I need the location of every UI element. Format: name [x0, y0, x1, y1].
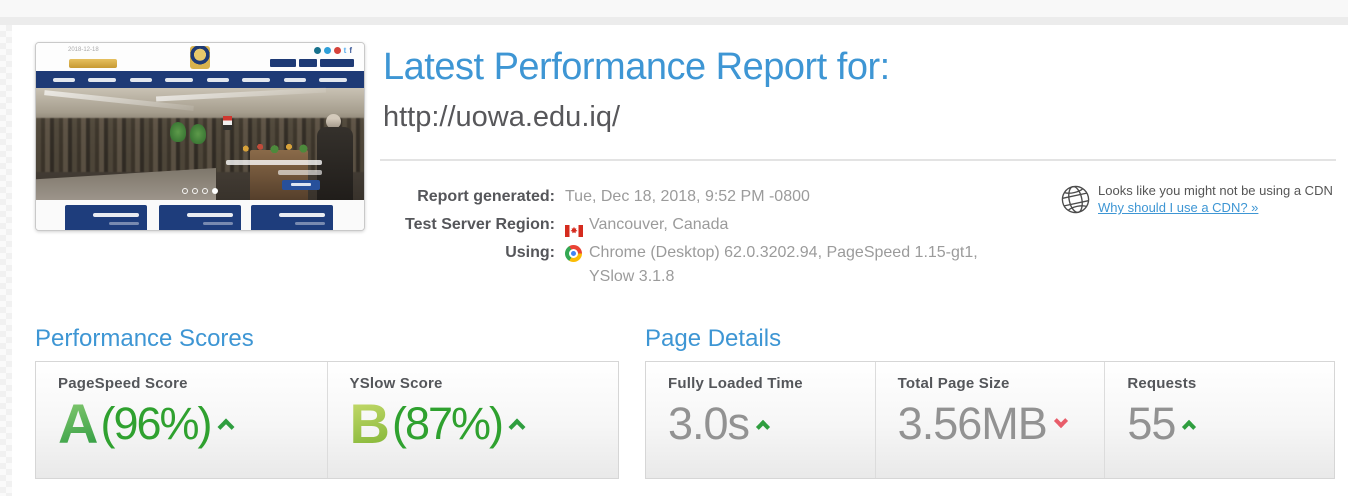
thumb-speaker [326, 114, 342, 129]
thumb-link-tile [251, 205, 333, 230]
pagespeed-score-label: PageSpeed Score [58, 375, 188, 392]
yslow-grade: B [349, 392, 390, 455]
cdn-why-link[interactable]: Why should I use a CDN? » [1098, 200, 1259, 215]
thumb-podium [250, 150, 309, 200]
report-generated-value: Tue, Dec 18, 2018, 9:52 PM -0800 [565, 188, 810, 205]
thumb-social-icons: t f [313, 46, 352, 55]
fully-loaded-time-value: 3.0s [668, 398, 750, 449]
trend-up-icon [755, 419, 771, 434]
chrome-icon [565, 245, 582, 262]
twitter-icon: t [343, 46, 347, 55]
thumb-wreath [170, 122, 187, 142]
report-url: http://uowa.edu.iq/ [383, 101, 620, 133]
thumb-flag [222, 116, 232, 130]
thumb-header: 2018-12-18 t f [36, 43, 364, 71]
report-generated-label: Report generated: [417, 188, 555, 205]
fully-loaded-time-card: Fully Loaded Time 3.0s [646, 362, 875, 478]
using-label: Using: [505, 244, 555, 261]
social-circle-icon [333, 47, 341, 54]
performance-scores-panel: PageSpeed Score A (96%) YSlow Score B (8… [35, 361, 619, 479]
thumb-link-tile [159, 205, 241, 230]
region-text: Vancouver, Canada [589, 216, 729, 233]
pagespeed-score-card: PageSpeed Score A (96%) [36, 362, 327, 478]
yslow-score-label: YSlow Score [349, 375, 443, 392]
performance-scores-heading: Performance Scores [35, 325, 254, 352]
header-divider [380, 159, 1336, 161]
thumb-carousel-dots [182, 188, 218, 194]
total-page-size-card: Total Page Size 3.56MB [874, 362, 1105, 478]
yslow-percent: (87%) [391, 398, 504, 450]
thumb-bottom-strip [36, 200, 364, 230]
facebook-icon: f [349, 46, 352, 55]
pagespeed-grade: A [58, 392, 99, 455]
total-page-size-value: 3.56MB [897, 398, 1048, 449]
social-circle-icon [323, 47, 331, 54]
thumb-floor [36, 168, 217, 200]
trend-up-icon [217, 418, 234, 436]
meta-row-generated: Report generated: Tue, Dec 18, 2018, 9:5… [383, 183, 997, 211]
thumb-gold-button [69, 59, 117, 68]
thumb-wreath [190, 124, 207, 144]
cdn-notice-text: Looks like you might not be using a CDN [1098, 183, 1333, 198]
thumb-caption-line [226, 160, 322, 165]
trend-up-icon [1182, 419, 1197, 434]
fully-loaded-time-label: Fully Loaded Time [668, 375, 803, 392]
cdn-notice: Looks like you might not be using a CDN … [1060, 182, 1345, 216]
thumb-link-tile [65, 205, 147, 230]
using-text: Chrome (Desktop) 62.0.3202.94, PageSpeed… [589, 244, 978, 285]
pagespeed-percent: (96%) [100, 398, 212, 450]
meta-row-using: Using: Chrome (Desktop) 62.0.3202.94, Pa… [383, 239, 997, 289]
thumb-read-more-button [282, 180, 320, 190]
page-title: Latest Performance Report for: [383, 46, 890, 88]
requests-value: 55 [1127, 398, 1176, 449]
requests-label: Requests [1127, 375, 1197, 392]
using-value: Chrome (Desktop) 62.0.3202.94, PageSpeed… [565, 241, 997, 289]
trend-down-icon [1053, 413, 1068, 428]
thumb-canopy-beam [155, 87, 327, 102]
page-details-heading: Page Details [645, 325, 782, 352]
thumb-nav-bar [36, 71, 364, 88]
globe-icon [1060, 184, 1091, 220]
report-meta: Report generated: Tue, Dec 18, 2018, 9:5… [383, 183, 997, 289]
page-details-panel: Fully Loaded Time 3.0s Total Page Size 3… [645, 361, 1335, 479]
thumb-caption-line [278, 170, 322, 175]
test-server-region-value: Vancouver, Canada [565, 211, 728, 239]
top-bar [0, 0, 1348, 17]
thumb-speaker-body [316, 127, 353, 200]
social-circle-icon [313, 47, 321, 54]
total-page-size-label: Total Page Size [897, 375, 1010, 392]
thumb-date: 2018-12-18 [68, 47, 99, 53]
thumb-hero-photo [36, 87, 364, 200]
thumb-site-title [270, 59, 354, 67]
test-server-region-label: Test Server Region: [405, 216, 555, 233]
trend-up-icon [508, 418, 526, 436]
meta-row-region: Test Server Region: Vancouver, Canada [383, 211, 997, 239]
top-bar-shadow [0, 17, 1348, 25]
page-background-pattern [0, 25, 12, 496]
thumb-university-logo [190, 46, 210, 69]
yslow-score-card: YSlow Score B (87%) [326, 362, 619, 478]
requests-card: Requests 55 [1104, 362, 1334, 478]
site-thumbnail: 2018-12-18 t f [35, 42, 365, 231]
thumb-flowers [239, 142, 312, 154]
canada-flag-icon [565, 219, 583, 247]
